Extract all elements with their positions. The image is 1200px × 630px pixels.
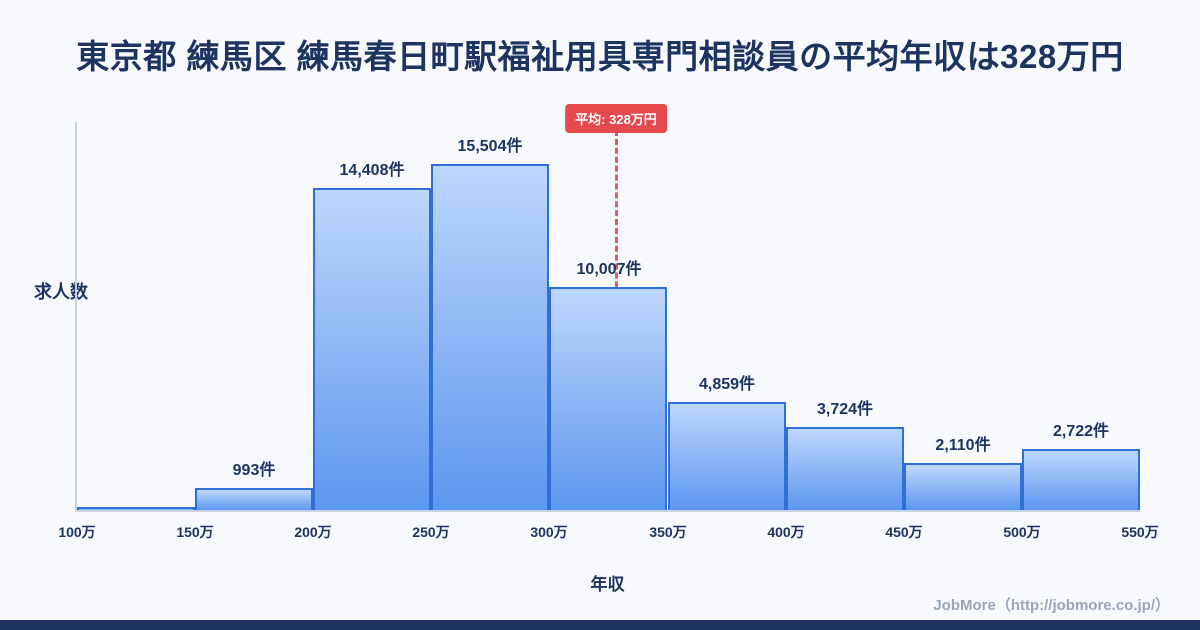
bar-200万-250万 [313, 188, 431, 510]
bar-value-label: 10,007件 [576, 261, 642, 278]
bar-150万-200万 [195, 488, 313, 510]
y-axis-label: 求人数 [34, 282, 88, 302]
bar-400万-450万 [786, 427, 904, 510]
bar-350万-400万 [668, 402, 786, 510]
x-tick-label: 350万 [649, 524, 687, 540]
x-tick-label: 400万 [767, 524, 805, 540]
bottom-strip [0, 620, 1200, 630]
bar-value-label: 2,110件 [935, 437, 991, 454]
plot-area: 平均: 328万円 993件 14,408件 15,504件 10,007件 4,859… [58, 104, 1159, 540]
x-tick-label: 100万 [58, 524, 96, 540]
x-tick-label: 550万 [1121, 524, 1159, 540]
bar-250万-300万 [431, 164, 549, 510]
page-title: 東京都 練馬区 練馬春日町駅福祉用具専門相談員の平均年収は328万円 [76, 38, 1124, 75]
x-tick-label: 150万 [176, 524, 214, 540]
bar-value-label: 2,722件 [1052, 423, 1110, 440]
x-tick-label: 250万 [412, 524, 450, 540]
bar-value-label: 14,408件 [339, 162, 405, 179]
x-axis-label: 年収 [590, 575, 625, 594]
bar-450万-500万 [904, 463, 1022, 510]
bar-300万-350万 [549, 287, 667, 510]
bar-500万-550万 [1022, 449, 1140, 510]
x-tick-label: 500万 [1003, 524, 1041, 540]
bar-100万-150万 [77, 507, 195, 510]
bar-value-label: 993件 [232, 462, 276, 479]
x-tick-label: 300万 [530, 524, 568, 540]
bar-value-label: 4,859件 [698, 376, 756, 393]
x-tick-label: 200万 [294, 524, 332, 540]
average-badge: 平均: 328万円 [565, 104, 667, 133]
footer-credit: JobMore（http://jobmore.co.jp/） [933, 597, 1170, 614]
bar-value-label: 3,724件 [816, 401, 874, 418]
x-tick-label: 450万 [885, 524, 923, 540]
bar-value-label: 15,504件 [457, 138, 523, 155]
